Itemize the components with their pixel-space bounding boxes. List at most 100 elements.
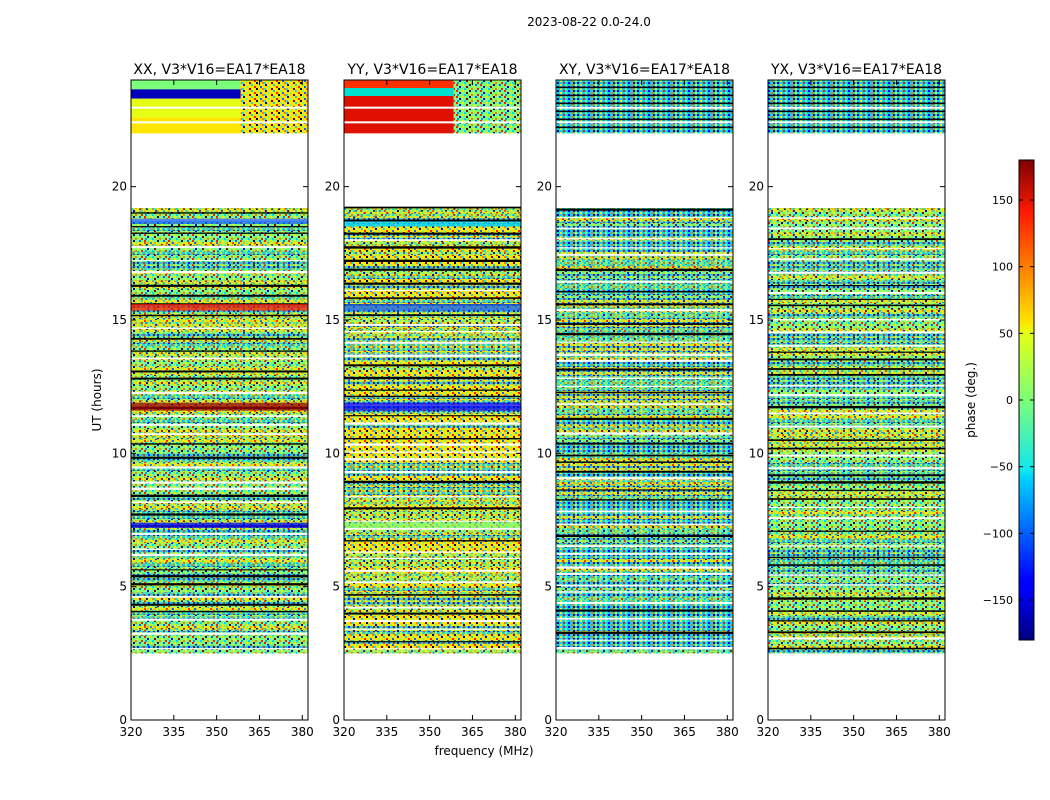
gap-line bbox=[344, 331, 521, 333]
panel-2: 0 5 10 15 20 320 335 350 365 380 YY, V3*V16=EA17*E… bbox=[325, 62, 527, 739]
gap-line bbox=[344, 648, 521, 650]
flag-line bbox=[768, 447, 945, 450]
gap-line bbox=[768, 248, 945, 250]
y-tick-label: 10 bbox=[112, 446, 127, 460]
flag-line bbox=[768, 285, 945, 287]
x-tick-label: 365 bbox=[885, 725, 908, 739]
colorbar-tick-label: −150 bbox=[983, 594, 1013, 607]
colorbar-tick-label: −100 bbox=[983, 527, 1013, 540]
flag-line bbox=[768, 405, 945, 409]
gap-line bbox=[344, 323, 521, 326]
y-tick-label: 20 bbox=[112, 180, 127, 194]
flag-line bbox=[344, 364, 521, 367]
y-tick-label: 15 bbox=[112, 313, 127, 327]
flag-line bbox=[344, 389, 521, 391]
axes-frame bbox=[343, 79, 522, 721]
flag-line bbox=[131, 232, 308, 234]
panel-title: XX, V3*V16=EA17*EA18 bbox=[133, 62, 305, 78]
gap-line bbox=[768, 454, 945, 457]
flag-line bbox=[768, 597, 945, 600]
flag-line bbox=[131, 443, 308, 445]
x-tick-label: 335 bbox=[375, 725, 398, 739]
flag-line bbox=[344, 282, 521, 285]
calibration-stripe bbox=[344, 402, 521, 411]
gap-line bbox=[131, 553, 308, 556]
gap-line bbox=[768, 412, 945, 415]
x-tick-label: 380 bbox=[291, 725, 314, 739]
colorbar-label: phase (deg.) bbox=[964, 362, 978, 438]
gap-line bbox=[556, 566, 733, 569]
gap-line bbox=[131, 246, 308, 249]
y-tick-label: 5 bbox=[544, 580, 552, 594]
y-tick-label: 15 bbox=[537, 313, 552, 327]
gap-line bbox=[768, 574, 945, 576]
flag-line bbox=[131, 603, 308, 606]
flag-line bbox=[556, 208, 733, 211]
flag-line bbox=[768, 489, 945, 491]
gap-line bbox=[344, 569, 521, 572]
gap-line bbox=[131, 595, 308, 598]
gap-line bbox=[556, 227, 733, 230]
flag-line bbox=[768, 373, 945, 376]
gap-line bbox=[556, 617, 733, 620]
gap-line bbox=[768, 394, 945, 397]
flag-line bbox=[344, 219, 521, 222]
flag-line bbox=[344, 297, 521, 299]
flag-line bbox=[344, 268, 521, 271]
flag-line bbox=[131, 370, 308, 373]
flag-line bbox=[344, 507, 521, 510]
y-tick-label: 0 bbox=[332, 713, 340, 727]
y-tick-label: 5 bbox=[119, 580, 127, 594]
y-tick-label: 20 bbox=[749, 180, 764, 194]
gap-line bbox=[556, 591, 733, 593]
flag-line bbox=[556, 268, 733, 272]
gap-line bbox=[556, 280, 733, 283]
flag-line bbox=[344, 259, 521, 262]
gap-line bbox=[556, 309, 733, 312]
y-tick-label: 10 bbox=[325, 446, 340, 460]
gap-line bbox=[556, 359, 733, 362]
flag-line bbox=[556, 631, 733, 634]
gap-line bbox=[556, 341, 733, 343]
gap-line bbox=[344, 341, 521, 344]
flag-line bbox=[131, 513, 308, 516]
x-tick-label: 350 bbox=[630, 725, 653, 739]
colorbar-ticks: 150 100 50 0 −50 −100 −150 bbox=[983, 194, 1034, 607]
axes-frame bbox=[767, 79, 946, 721]
y-tick-label: 0 bbox=[756, 713, 764, 727]
calibrator-band bbox=[131, 80, 241, 90]
calibrator-band bbox=[131, 117, 241, 134]
panel-3: 0 5 10 15 20 320 335 350 365 380 XY, V3*V16=EA17*E… bbox=[537, 62, 739, 739]
flag-line bbox=[768, 238, 945, 241]
flag-line bbox=[556, 417, 733, 420]
gap-line bbox=[556, 601, 733, 604]
gap-line bbox=[768, 258, 945, 261]
gap-line bbox=[131, 618, 308, 621]
gap-line bbox=[344, 496, 521, 498]
gap-line bbox=[556, 403, 733, 405]
flag-line bbox=[556, 534, 733, 538]
gap-line bbox=[556, 237, 733, 240]
calibrator-band bbox=[344, 80, 454, 88]
gap-line bbox=[556, 217, 733, 219]
x-axis-label: frequency (MHz) bbox=[434, 744, 533, 758]
y-tick-label: 10 bbox=[537, 446, 552, 460]
flag-line bbox=[344, 415, 521, 417]
flag-line bbox=[131, 314, 308, 317]
gap-line bbox=[768, 344, 945, 347]
gap-line bbox=[768, 425, 945, 428]
colorbar-tick-label: 100 bbox=[992, 261, 1013, 274]
flag-line bbox=[556, 489, 733, 491]
gap-line bbox=[344, 628, 521, 630]
x-tick-label: 320 bbox=[120, 725, 143, 739]
flag-line bbox=[131, 610, 308, 613]
gap-line bbox=[344, 451, 521, 453]
gap-line bbox=[556, 639, 733, 641]
flag-line bbox=[556, 499, 733, 501]
gap-line bbox=[344, 289, 521, 292]
gap-line bbox=[344, 443, 521, 446]
x-tick-label: 320 bbox=[545, 725, 568, 739]
calibrator-band bbox=[344, 88, 454, 96]
gap-line bbox=[131, 487, 308, 490]
